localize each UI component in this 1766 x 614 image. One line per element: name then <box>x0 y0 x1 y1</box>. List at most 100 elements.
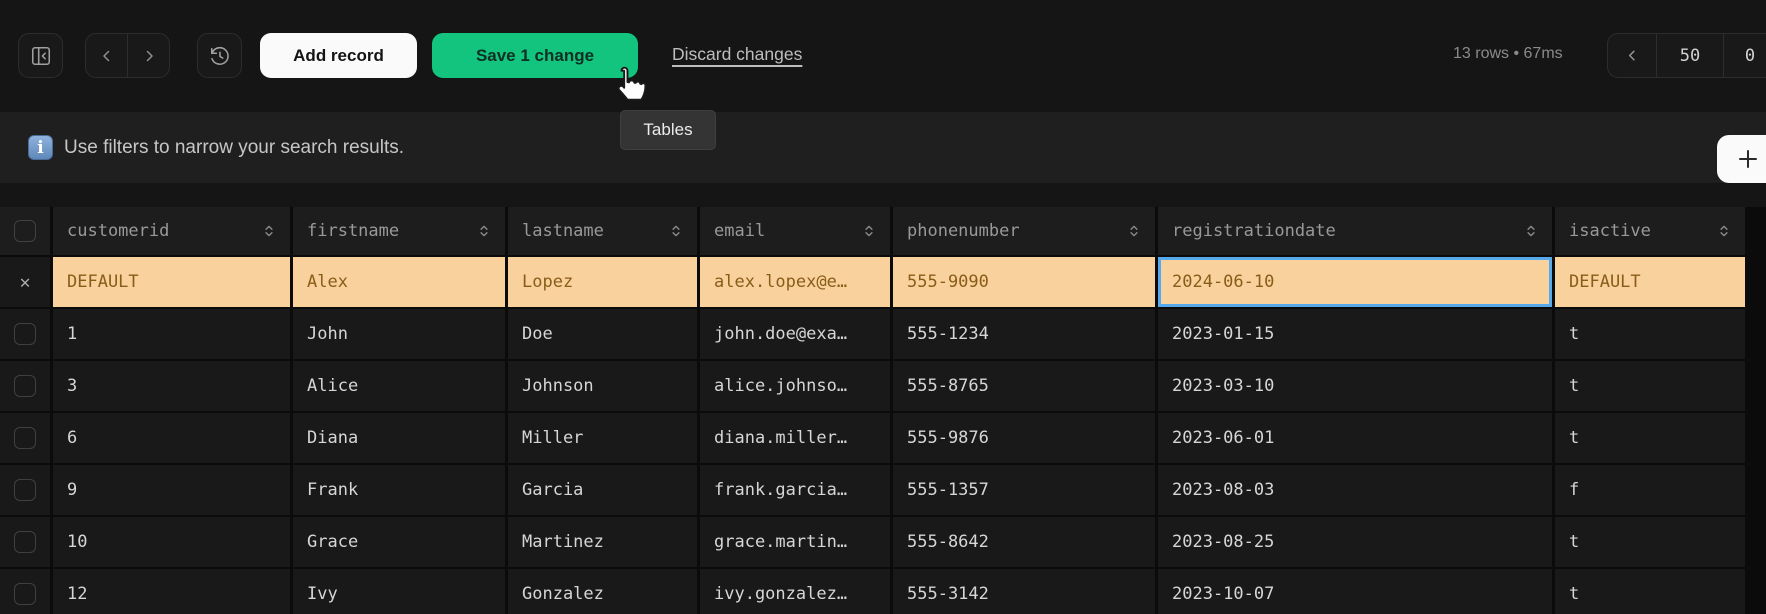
cell-phonenumber[interactable]: 555-3142 <box>893 569 1155 614</box>
cell-value: 2023-10-07 <box>1172 584 1275 604</box>
row-checkbox[interactable] <box>14 323 36 345</box>
cell-firstname[interactable]: John <box>293 309 505 359</box>
cell-email[interactable]: alice.johnso… <box>700 361 890 411</box>
tables-tooltip: Tables <box>620 110 716 150</box>
cell-customerid[interactable]: 9 <box>53 465 290 515</box>
back-button[interactable] <box>86 34 127 77</box>
cell-isactive[interactable]: t <box>1555 309 1745 359</box>
cell-registrationdate[interactable]: 2023-08-25 <box>1158 517 1552 567</box>
sort-icon[interactable] <box>862 223 876 239</box>
sort-icon[interactable] <box>1524 223 1538 239</box>
cell-value: Ivy <box>307 584 338 604</box>
cell-firstname[interactable]: Alice <box>293 361 505 411</box>
cell-customerid[interactable]: 12 <box>53 569 290 614</box>
cell-lastname[interactable]: Miller <box>508 413 697 463</box>
cell-customerid[interactable]: 3 <box>53 361 290 411</box>
cell-value: Lopez <box>522 272 574 292</box>
cell-customerid[interactable]: 6 <box>53 413 290 463</box>
add-filter-button[interactable] <box>1717 135 1766 183</box>
toggle-sidebar-button[interactable] <box>18 33 63 78</box>
remove-row-icon[interactable]: ✕ <box>19 271 31 293</box>
cell-customerid[interactable]: 10 <box>53 517 290 567</box>
cell-registrationdate[interactable]: 2023-06-01 <box>1158 413 1552 463</box>
history-nav-group <box>85 33 170 78</box>
page-offset-field[interactable]: 0 <box>1723 34 1766 77</box>
row-checkbox[interactable] <box>14 375 36 397</box>
cell-lastname[interactable]: Garcia <box>508 465 697 515</box>
cell-phonenumber[interactable]: 555-9876 <box>893 413 1155 463</box>
column-header-phonenumber[interactable]: phonenumber <box>893 207 1155 255</box>
column-header-firstname[interactable]: firstname <box>293 207 505 255</box>
cell-customerid[interactable]: DEFAULT <box>53 257 290 307</box>
cell-value: Frank <box>307 480 359 500</box>
cell-firstname[interactable]: Grace <box>293 517 505 567</box>
cell-firstname[interactable]: Alex <box>293 257 505 307</box>
cell-registrationdate[interactable]: 2023-10-07 <box>1158 569 1552 614</box>
cell-isactive[interactable]: t <box>1555 569 1745 614</box>
cell-registrationdate[interactable]: 2023-01-15 <box>1158 309 1552 359</box>
cell-firstname[interactable]: Diana <box>293 413 505 463</box>
cell-value: Johnson <box>522 376 594 396</box>
sort-icon[interactable] <box>669 223 683 239</box>
sort-icon[interactable] <box>1127 223 1141 239</box>
table-row: 12 Ivy Gonzalez ivy.gonzalez… 555-3142 2… <box>0 569 1766 614</box>
cell-lastname[interactable]: Martinez <box>508 517 697 567</box>
cell-lastname[interactable]: Doe <box>508 309 697 359</box>
chevron-left-icon <box>98 47 116 65</box>
sort-icon[interactable] <box>1717 223 1731 239</box>
table-row: 6 Diana Miller diana.miller… 555-9876 20… <box>0 413 1766 463</box>
discard-changes-link[interactable]: Discard changes <box>672 44 803 64</box>
row-checkbox[interactable] <box>14 531 36 553</box>
cell-email[interactable]: grace.martin… <box>700 517 890 567</box>
cell-phonenumber[interactable]: 555-1357 <box>893 465 1155 515</box>
remove-pending-row-cell: ✕ <box>0 257 50 307</box>
cell-value: Martinez <box>522 532 604 552</box>
cell-value: Alex <box>307 272 348 292</box>
cell-lastname[interactable]: Lopez <box>508 257 697 307</box>
cell-phonenumber[interactable]: 555-9090 <box>893 257 1155 307</box>
cell-value: 2023-08-03 <box>1172 480 1275 500</box>
cell-customerid[interactable]: 1 <box>53 309 290 359</box>
page-size-field[interactable]: 50 <box>1656 34 1723 77</box>
sort-icon[interactable] <box>477 223 491 239</box>
cell-isactive[interactable]: t <box>1555 361 1745 411</box>
cell-registrationdate-selected[interactable]: 2024-06-10 <box>1158 257 1552 307</box>
history-clock-icon <box>209 45 231 67</box>
cell-phonenumber[interactable]: 555-8642 <box>893 517 1155 567</box>
column-header-registrationdate[interactable]: registrationdate <box>1158 207 1552 255</box>
cell-lastname[interactable]: Gonzalez <box>508 569 697 614</box>
column-header-email[interactable]: email <box>700 207 890 255</box>
table-row: 10 Grace Martinez grace.martin… 555-8642… <box>0 517 1766 567</box>
previous-page-button[interactable] <box>1608 34 1656 77</box>
cell-email[interactable]: frank.garcia… <box>700 465 890 515</box>
cell-firstname[interactable]: Ivy <box>293 569 505 614</box>
cell-email[interactable]: alex.lopex@e… <box>700 257 890 307</box>
cell-isactive[interactable]: t <box>1555 517 1745 567</box>
row-checkbox[interactable] <box>14 479 36 501</box>
data-grid: customerid firstname lastname email phon… <box>0 207 1766 614</box>
cell-registrationdate[interactable]: 2023-03-10 <box>1158 361 1552 411</box>
column-header-isactive[interactable]: isactive <box>1555 207 1745 255</box>
cell-phonenumber[interactable]: 555-8765 <box>893 361 1155 411</box>
cell-registrationdate[interactable]: 2023-08-03 <box>1158 465 1552 515</box>
cell-email[interactable]: john.doe@exa… <box>700 309 890 359</box>
column-header-customerid[interactable]: customerid <box>53 207 290 255</box>
row-checkbox[interactable] <box>14 427 36 449</box>
save-changes-button[interactable]: Save 1 change <box>432 33 638 78</box>
forward-button[interactable] <box>127 34 169 77</box>
select-all-checkbox[interactable] <box>14 220 36 242</box>
add-record-button[interactable]: Add record <box>260 33 417 78</box>
cell-isactive[interactable]: t <box>1555 413 1745 463</box>
cell-isactive[interactable]: f <box>1555 465 1745 515</box>
cell-email[interactable]: ivy.gonzalez… <box>700 569 890 614</box>
query-history-button[interactable] <box>197 33 242 78</box>
row-select-cell <box>0 465 50 515</box>
cell-email[interactable]: diana.miller… <box>700 413 890 463</box>
column-header-lastname[interactable]: lastname <box>508 207 697 255</box>
cell-phonenumber[interactable]: 555-1234 <box>893 309 1155 359</box>
sort-icon[interactable] <box>262 223 276 239</box>
cell-firstname[interactable]: Frank <box>293 465 505 515</box>
cell-lastname[interactable]: Johnson <box>508 361 697 411</box>
cell-isactive[interactable]: DEFAULT <box>1555 257 1745 307</box>
row-checkbox[interactable] <box>14 583 36 605</box>
